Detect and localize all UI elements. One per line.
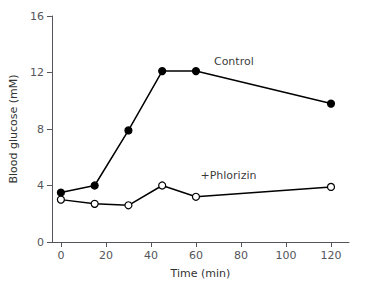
svg-text:20: 20 <box>99 249 113 262</box>
svg-text:0: 0 <box>57 249 64 262</box>
svg-text:8: 8 <box>37 123 44 136</box>
svg-text:+Phlorizin: +Phlorizin <box>200 169 256 182</box>
svg-text:100: 100 <box>275 249 296 262</box>
svg-text:60: 60 <box>189 249 203 262</box>
svg-text:4: 4 <box>37 179 44 192</box>
svg-text:Control: Control <box>214 55 254 68</box>
svg-text:120: 120 <box>320 249 341 262</box>
svg-text:12: 12 <box>30 66 44 79</box>
svg-text:0: 0 <box>37 236 44 249</box>
svg-text:Time (min): Time (min) <box>170 267 231 280</box>
svg-text:Blood glucose (mM): Blood glucose (mM) <box>7 74 20 183</box>
svg-text:16: 16 <box>30 10 44 23</box>
svg-text:40: 40 <box>144 249 158 262</box>
svg-text:80: 80 <box>234 249 248 262</box>
